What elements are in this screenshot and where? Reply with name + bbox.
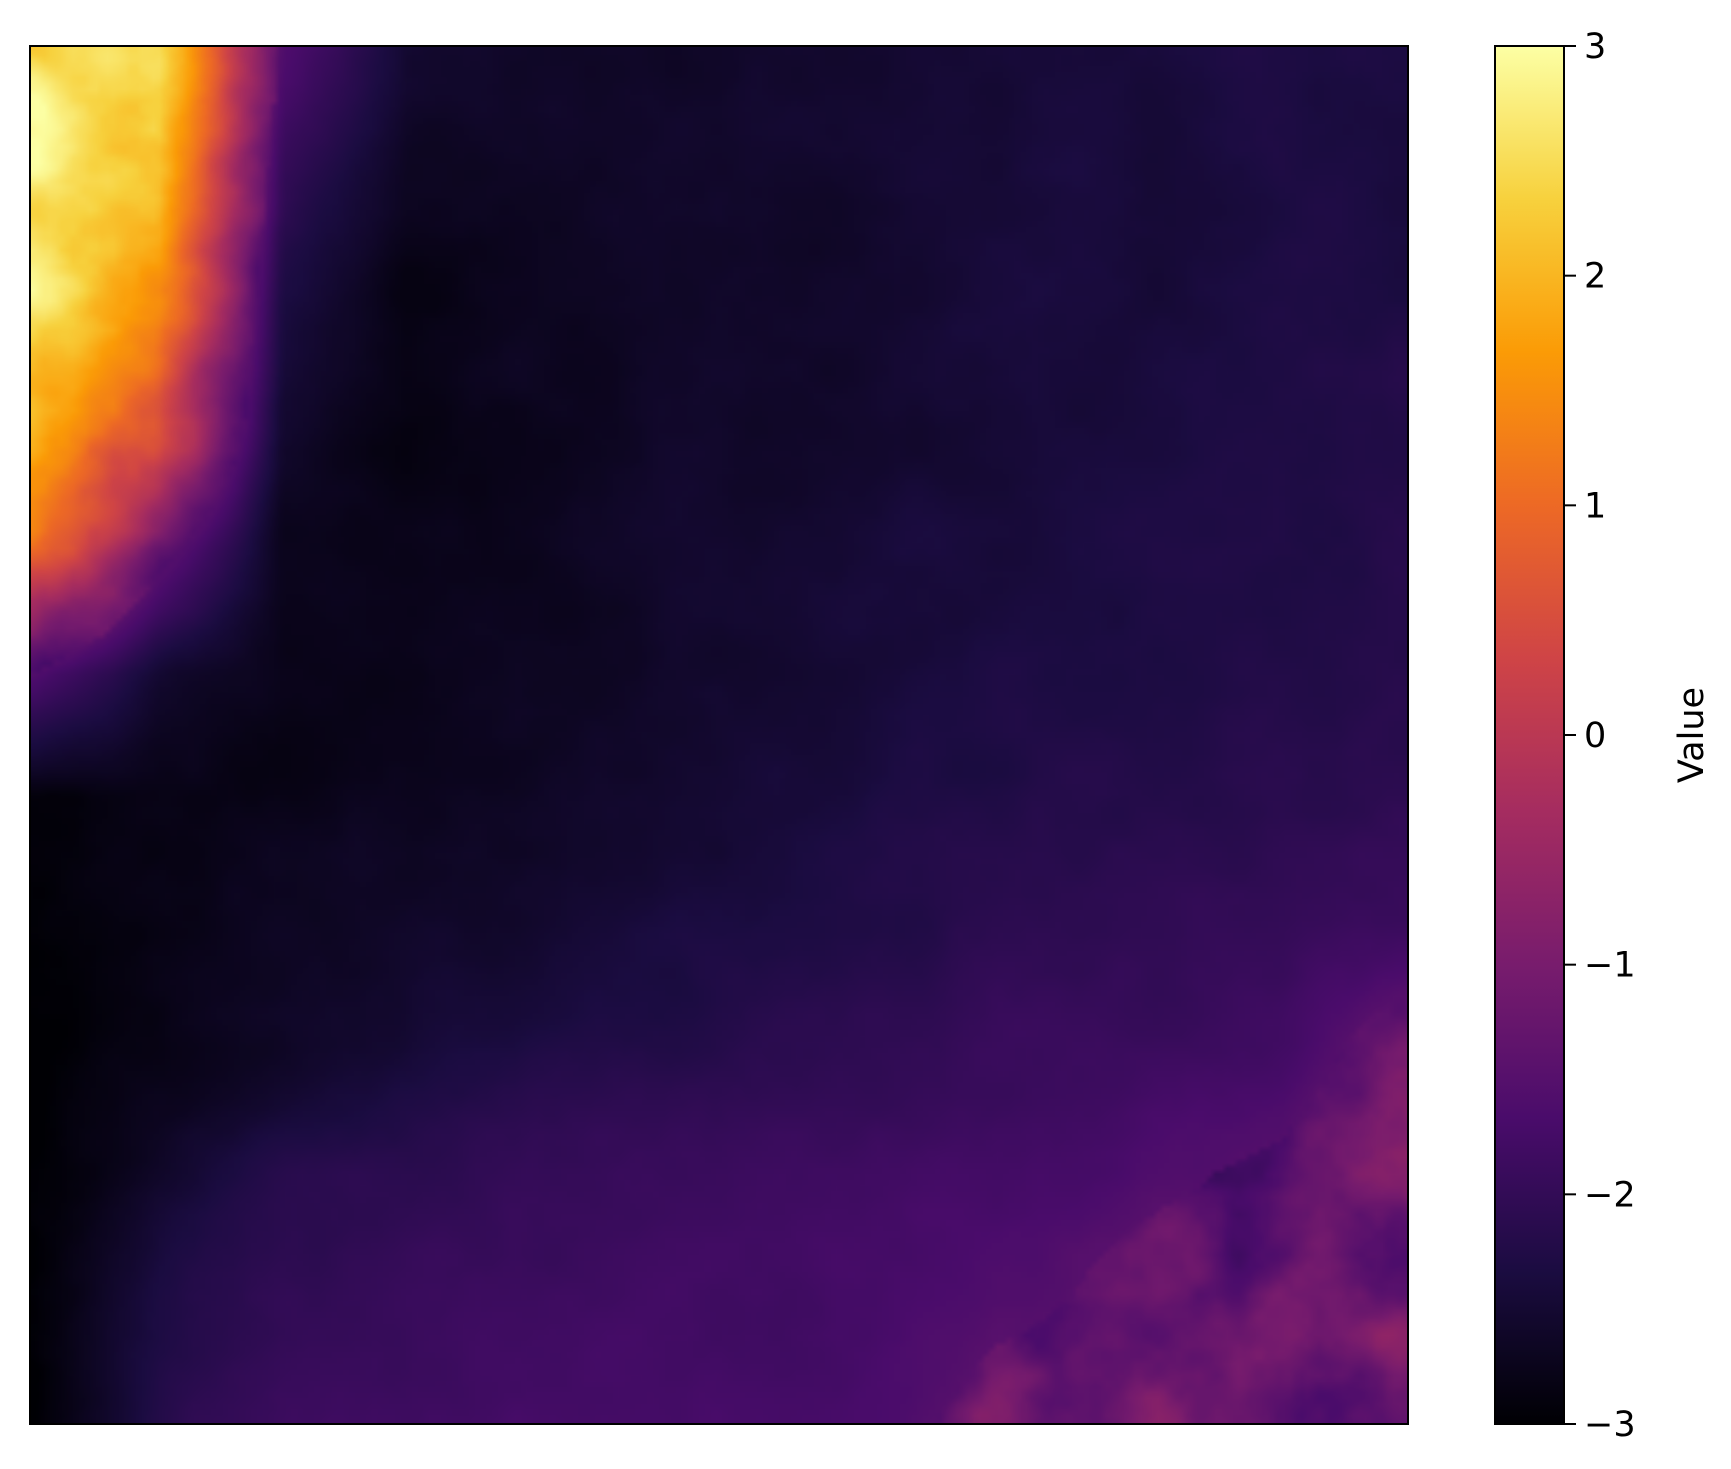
colorbar-tick-label: 1 xyxy=(1584,486,1606,526)
heatmap-image xyxy=(30,46,1408,1424)
colorbar-tick-label: −3 xyxy=(1584,1405,1636,1445)
heatmap-plot-area xyxy=(29,45,1409,1425)
plot-frame xyxy=(29,45,1409,1425)
colorbar-tick-label: −2 xyxy=(1584,1175,1636,1215)
colorbar-tick-label: 3 xyxy=(1584,27,1606,67)
colorbar-tick-label: −1 xyxy=(1584,946,1636,986)
colorbar-label: Value xyxy=(1672,687,1712,783)
colorbar: 3 2 1 0 −1 −2 −3 Value xyxy=(1494,27,1712,1445)
heatmap-canvas xyxy=(30,46,1408,1424)
colorbar-ticks: 3 2 1 0 −1 −2 −3 xyxy=(1564,27,1636,1445)
colorbar-tick-label: 2 xyxy=(1584,257,1606,297)
colorbar-gradient xyxy=(1495,46,1564,1424)
colorbar-tick-label: 0 xyxy=(1584,716,1606,756)
